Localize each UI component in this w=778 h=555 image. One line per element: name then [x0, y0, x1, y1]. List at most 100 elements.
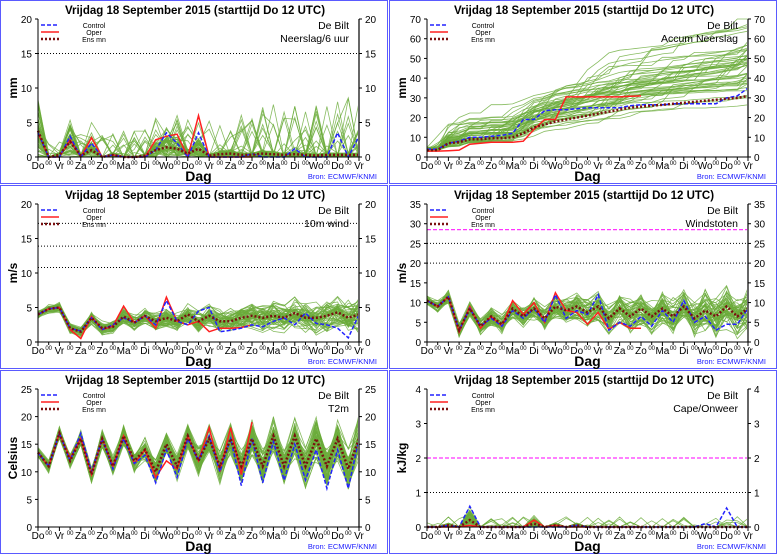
y-tick-label: 20: [21, 15, 33, 26]
y-tick-label-right: 15: [365, 440, 377, 451]
y-tick-label: 50: [410, 54, 422, 65]
x-tick-label: Vr: [444, 531, 454, 542]
legend-label-ensmean: Ens mn: [471, 37, 495, 44]
y-tick-label: 0: [26, 338, 32, 349]
x-tick-label: Vr: [444, 161, 454, 172]
legend-label-ensmean: Ens mn: [471, 407, 495, 414]
midnight-marker: 00: [691, 161, 698, 167]
ensemble-member-line: [37, 427, 360, 481]
x-tick-label: Ma: [655, 346, 669, 357]
ensemble-member-line: [426, 30, 749, 150]
x-tick-label: Di: [529, 531, 538, 542]
ensemble-member-line: [427, 90, 749, 149]
y-axis-label: m/s: [6, 262, 20, 283]
chart-title: Vrijdag 18 September 2015 (starttijd Do …: [65, 5, 325, 17]
x-tick-label: Ma: [117, 346, 131, 357]
control-line: [426, 292, 749, 333]
y-tick-label: 60: [410, 35, 422, 46]
y-axis-label: kJ/kg: [395, 443, 409, 474]
source-credit: Bron: ECMWF/KNMI: [308, 172, 377, 181]
y-tick-label: 0: [415, 338, 421, 349]
legend-label-oper: Oper: [475, 400, 491, 407]
chart-panel-accum-neerslag: Vrijdag 18 September 2015 (starttijd Do …: [389, 0, 777, 184]
chart-svg: Vrijdag 18 September 2015 (starttijd Do …: [6, 375, 377, 554]
x-tick-label: Vr: [204, 161, 214, 172]
y-axis-label: Celsius: [6, 436, 20, 479]
midnight-marker: 00: [195, 161, 202, 167]
ensemble-member-line: [37, 430, 360, 480]
y-tick-label-right: 10: [365, 269, 377, 280]
midnight-marker: 00: [477, 346, 484, 352]
midnight-marker: 00: [259, 161, 266, 167]
midnight-marker: 00: [174, 346, 181, 352]
midnight-marker: 00: [434, 531, 441, 537]
midnight-marker: 00: [520, 531, 527, 537]
x-tick-label: Zo: [246, 346, 258, 357]
x-tick-label: Di: [140, 346, 149, 357]
y-tick-label-right: 35: [754, 200, 766, 211]
chart-svg: Vrijdag 18 September 2015 (starttijd Do …: [395, 375, 766, 554]
x-tick-label: Do: [181, 531, 194, 542]
midnight-marker: 00: [499, 161, 506, 167]
midnight-marker: 00: [541, 346, 548, 352]
y-tick-label: 15: [21, 440, 33, 451]
midnight-marker: 00: [734, 346, 741, 352]
ensmean-line: [426, 294, 749, 334]
midnight-marker: 00: [174, 161, 181, 167]
y-tick-label-right: 10: [754, 299, 766, 310]
ensmean-line: [36, 130, 359, 159]
ensemble-member-line: [427, 64, 749, 151]
y-tick-label: 10: [410, 299, 422, 310]
y-tick-label-right: 25: [754, 239, 766, 250]
y-tick-label: 20: [410, 259, 422, 270]
x-axis-label: Dag: [574, 168, 600, 184]
y-tick-label: 20: [21, 413, 33, 424]
y-tick-label-right: 0: [754, 523, 760, 534]
x-tick-label: Wo: [698, 346, 713, 357]
midnight-marker: 00: [131, 161, 138, 167]
x-tick-label: Za: [75, 531, 87, 542]
ensemble-member-line: [426, 58, 749, 151]
midnight-marker: 00: [499, 531, 506, 537]
x-tick-label: Zo: [635, 531, 647, 542]
x-tick-label: Za: [225, 346, 237, 357]
y-tick-label: 5: [26, 495, 32, 506]
chart-panel-windstoten: Vrijdag 18 September 2015 (starttijd Do …: [389, 185, 777, 369]
x-tick-label: Wo: [698, 531, 713, 542]
midnight-marker: 00: [45, 531, 52, 537]
x-tick-label: Do: [720, 346, 733, 357]
chart-title: Vrijdag 18 September 2015 (starttijd Do …: [65, 375, 325, 387]
y-tick-label-right: 30: [754, 220, 766, 231]
y-tick-label: 70: [410, 15, 422, 26]
x-tick-label: Do: [720, 161, 733, 172]
y-tick-label: 10: [21, 468, 33, 479]
midnight-marker: 00: [563, 346, 570, 352]
y-tick-label: 15: [21, 50, 33, 61]
midnight-marker: 00: [520, 346, 527, 352]
midnight-marker: 00: [434, 161, 441, 167]
y-axis-label: m/s: [395, 262, 409, 283]
y-tick-label-right: 1: [754, 489, 760, 500]
y-tick-label: 15: [21, 235, 33, 246]
y-tick-label: 10: [410, 133, 422, 144]
midnight-marker: 00: [238, 161, 245, 167]
x-tick-label: Vr: [743, 346, 753, 357]
chart-svg: Vrijdag 18 September 2015 (starttijd Do …: [6, 5, 377, 184]
chart-panel-cape-onweer: Vrijdag 18 September 2015 (starttijd Do …: [389, 370, 777, 554]
midnight-marker: 00: [606, 161, 613, 167]
y-tick-label-right: 10: [754, 133, 766, 144]
y-tick-label-right: 20: [754, 259, 766, 270]
midnight-marker: 00: [67, 161, 74, 167]
midnight-marker: 00: [302, 161, 309, 167]
midnight-marker: 00: [713, 346, 720, 352]
y-tick-label: 25: [21, 385, 33, 396]
x-tick-label: Vr: [743, 531, 753, 542]
midnight-marker: 00: [456, 531, 463, 537]
midnight-marker: 00: [691, 531, 698, 537]
x-axis-label: Dag: [574, 538, 600, 554]
midnight-marker: 00: [88, 531, 95, 537]
x-tick-label: Ma: [266, 531, 280, 542]
x-tick-label: Do: [570, 161, 583, 172]
y-tick-label: 0: [415, 153, 421, 164]
